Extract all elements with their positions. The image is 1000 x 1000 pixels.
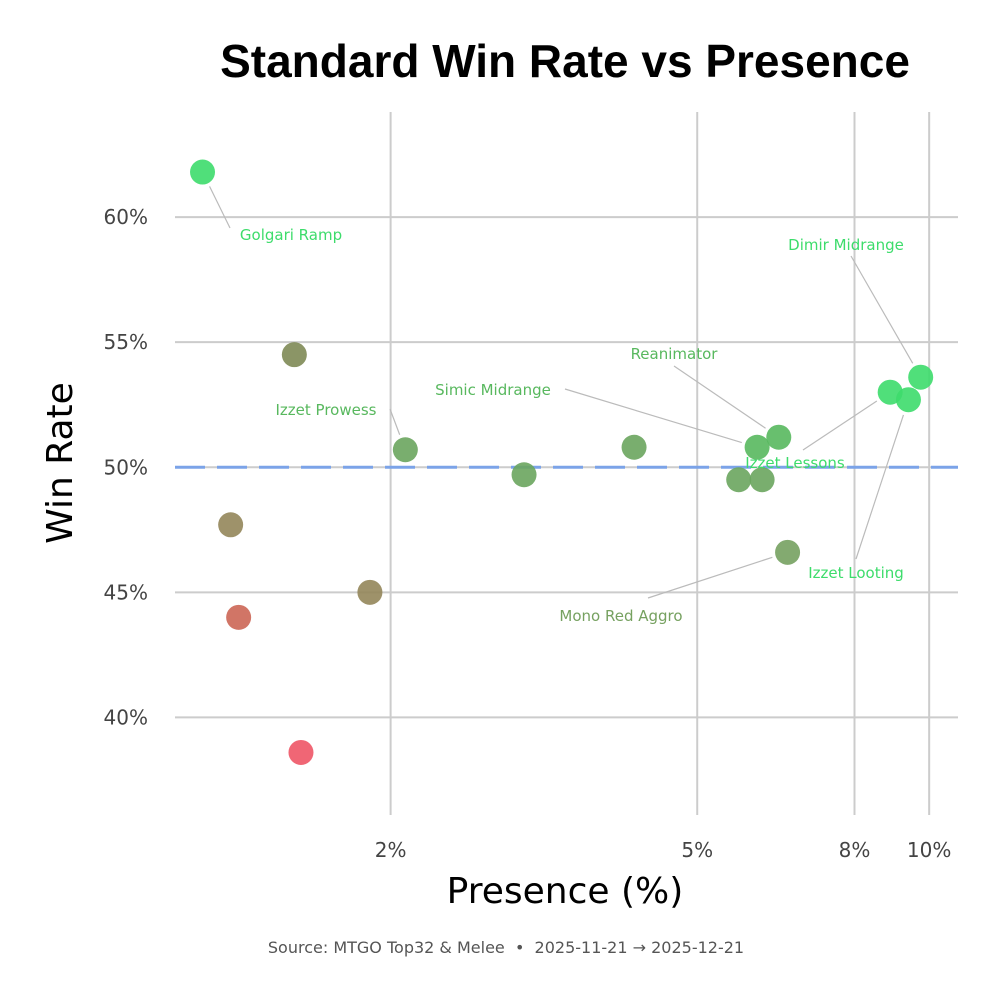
annotation-leader [855, 414, 905, 560]
data-point [357, 579, 383, 605]
annotation-leader [673, 365, 766, 429]
point-annotation: Reanimator [631, 345, 719, 363]
data-point [226, 604, 252, 630]
point-annotation: Mono Red Aggro [559, 607, 682, 625]
y-tick-label: 50% [104, 455, 148, 479]
y-tick-labels: 40% 45% 50% 55% 60% [104, 205, 148, 729]
x-tick-labels: 2% 5% 8% 10% [375, 838, 952, 862]
data-point [392, 437, 418, 463]
data-point [766, 424, 792, 450]
annotation-leader [564, 388, 742, 444]
point-annotation: Dimir Midrange [788, 236, 904, 254]
point-annotation: Izzet Lessons [745, 454, 845, 472]
data-point [621, 434, 647, 460]
point-annotation: Simic Midrange [435, 381, 551, 399]
point-annotation: Golgari Ramp [240, 226, 342, 244]
x-tick-label: 10% [907, 838, 951, 862]
x-tick-label: 5% [681, 838, 713, 862]
data-point [744, 434, 770, 460]
data-point [190, 159, 216, 185]
point-annotations: Golgari Ramp Izzet Prowess Simic Midrange R… [240, 226, 904, 625]
annotation-leaders [209, 186, 914, 599]
annotation-leader [647, 556, 773, 599]
chart-title: Standard Win Rate vs Presence [220, 35, 910, 87]
data-point [511, 462, 537, 488]
y-tick-label: 45% [104, 580, 148, 604]
y-tick-label: 60% [104, 205, 148, 229]
point-annotation: Izzet Looting [808, 564, 904, 582]
data-points [190, 159, 934, 765]
point-annotation: Izzet Prowess [276, 401, 377, 419]
data-point [281, 342, 307, 368]
y-axis-label: Win Rate [40, 382, 81, 544]
annotation-leader [802, 400, 878, 451]
data-point [749, 467, 775, 493]
source-caption: Source: MTGO Top32 & Melee • 2025-11-21 … [268, 938, 744, 957]
y-tick-label: 55% [104, 330, 148, 354]
x-axis-label: Presence (%) [447, 871, 684, 912]
y-tick-label: 40% [104, 705, 148, 729]
x-tick-label: 2% [375, 838, 407, 862]
annotation-leader [389, 408, 401, 435]
data-point [908, 364, 934, 390]
data-point [726, 467, 752, 493]
data-point [895, 387, 921, 413]
data-point [218, 512, 244, 538]
annotation-leader [850, 255, 914, 364]
data-point [775, 539, 801, 565]
x-tick-label: 8% [839, 838, 871, 862]
annotation-leader [209, 186, 231, 229]
data-point [288, 739, 314, 765]
